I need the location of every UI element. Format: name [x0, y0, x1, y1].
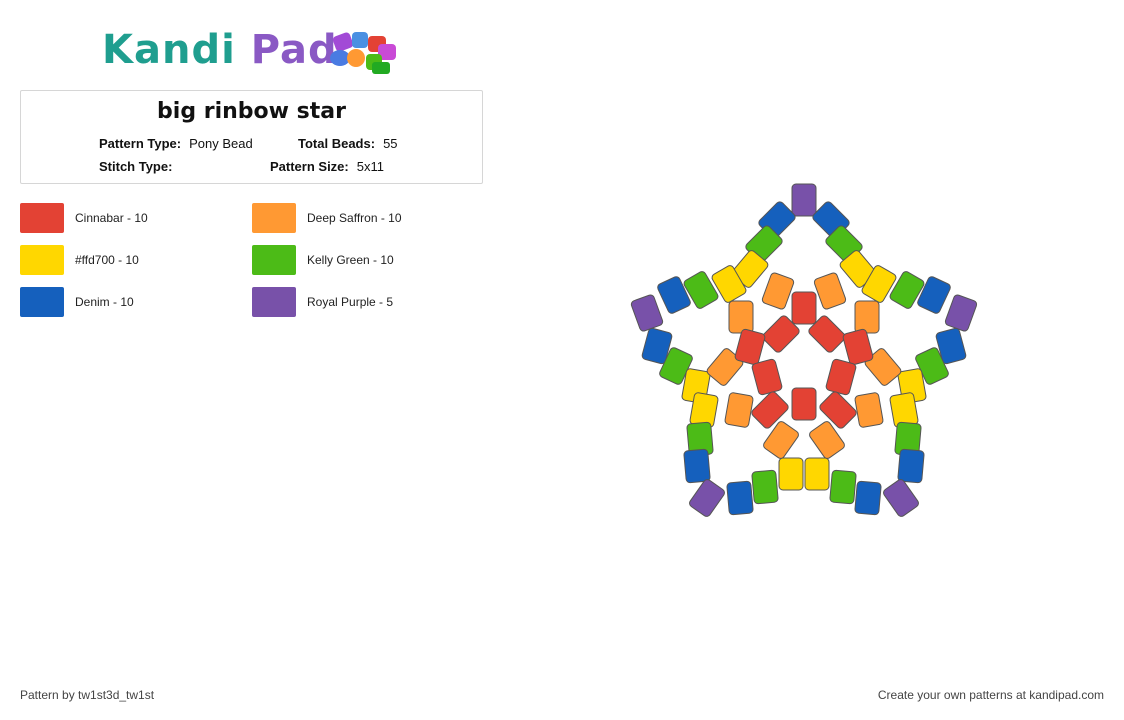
bead [842, 328, 874, 366]
kandipad-logo[interactable]: Kandi Pad [102, 26, 402, 76]
bead [630, 294, 664, 332]
bead [935, 327, 967, 365]
bead [724, 392, 754, 428]
bead [825, 358, 857, 396]
bead [711, 265, 747, 303]
bead [683, 448, 711, 484]
bead [854, 480, 882, 516]
stitch-type: Stitch Type: [99, 159, 180, 174]
legend-label: Denim - 10 [75, 295, 134, 309]
pattern-type: Pattern Type: Pony Bead [99, 136, 253, 151]
pattern-type-value: Pony Bead [189, 136, 253, 151]
total-beads-value: 55 [383, 136, 398, 151]
bead [689, 479, 725, 517]
bead [734, 328, 766, 366]
bead-pattern [630, 183, 978, 517]
pattern-size: Pattern Size: 5x11 [270, 159, 384, 174]
bead [813, 272, 847, 310]
bead [726, 480, 754, 516]
total-beads: Total Beads: 55 [298, 136, 398, 151]
bead [751, 358, 783, 396]
legend-label: Royal Purple - 5 [307, 295, 394, 309]
legend-label: Kelly Green - 10 [307, 253, 394, 267]
color-swatch [20, 287, 64, 317]
bead [804, 457, 830, 491]
logo-word-pad: Pad [250, 27, 338, 73]
bead [861, 265, 897, 303]
bead [917, 276, 951, 314]
bead-grid [630, 183, 978, 517]
logo-wordmark: Kandi Pad [102, 26, 338, 74]
color-swatch [20, 203, 64, 233]
bead [641, 327, 673, 365]
legend-label: Cinnabar - 10 [75, 211, 148, 225]
pattern-info-card: big rinbow star Pattern Type: Pony Bead T… [20, 90, 483, 184]
bead [778, 457, 804, 491]
bead [819, 391, 857, 429]
bead [809, 421, 845, 459]
color-swatch [252, 203, 296, 233]
bead [897, 448, 925, 484]
bead [883, 479, 919, 517]
total-beads-label: Total Beads: [298, 136, 376, 151]
legend-label: Deep Saffron - 10 [307, 211, 402, 225]
pattern-credit: Pattern by tw1st3d_tw1st [20, 688, 155, 702]
pattern-title: big rinbow star [157, 99, 346, 124]
bead [683, 271, 719, 309]
color-swatch [252, 245, 296, 275]
pattern-size-value: 5x11 [356, 159, 384, 174]
bead [889, 271, 925, 309]
pattern-type-label: Pattern Type: [99, 136, 182, 151]
bead [763, 421, 799, 459]
bead [944, 294, 978, 332]
bead [751, 391, 789, 429]
bead [657, 276, 691, 314]
bead [791, 183, 817, 217]
bead [728, 300, 754, 334]
bead [762, 315, 800, 353]
bead [808, 315, 846, 353]
color-swatch [252, 287, 296, 317]
bead-cluster-icon [330, 32, 396, 74]
bead [761, 272, 795, 310]
color-swatch [20, 245, 64, 275]
bead [854, 392, 884, 428]
bead [791, 387, 817, 421]
legend-label: #ffd700 - 10 [75, 253, 139, 267]
bead [854, 300, 880, 334]
pattern-size-label: Pattern Size: [270, 159, 349, 174]
logo-word-kandi: Kandi [102, 27, 236, 73]
bead [829, 469, 857, 505]
bead [751, 469, 779, 505]
stitch-type-label: Stitch Type: [99, 159, 173, 174]
bead [791, 291, 817, 325]
kandipad-link[interactable]: Create your own patterns at kandipad.com [877, 688, 1104, 702]
